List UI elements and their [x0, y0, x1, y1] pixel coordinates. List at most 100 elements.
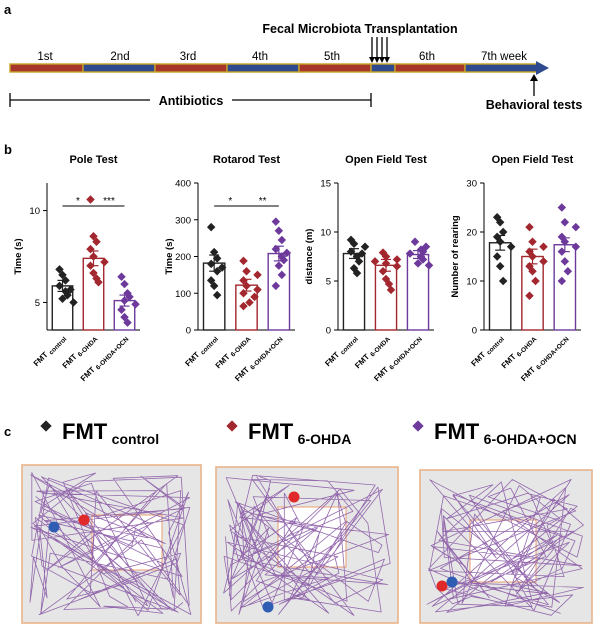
x-tick-label-sub: 6-OHDA [230, 336, 253, 359]
legend-ohda: FMT 6-OHDA [226, 419, 351, 447]
legend-ohda-sub: 6-OHDA [298, 431, 352, 447]
data-point [370, 257, 380, 266]
data-point [253, 270, 262, 280]
end-marker-blue [446, 576, 458, 588]
start-marker-red [78, 514, 90, 526]
chart-title: Open Field Test [345, 154, 427, 166]
week-label-3rd: 3rd [180, 51, 197, 63]
timeline-arrowhead [536, 61, 549, 75]
x-tick-label-sub: control [199, 336, 220, 357]
antibiotics-label-bg [150, 91, 232, 109]
data-point [349, 239, 359, 249]
data-point [86, 244, 95, 254]
fmt-arrows [371, 37, 388, 60]
y-tick-label: 30 [466, 179, 477, 190]
legend-ohda-diamond [226, 420, 238, 432]
legend-ocn-main: FMT [434, 419, 480, 444]
legend-control-diamond [40, 420, 52, 432]
significance-label: * [76, 196, 80, 207]
y-axis-label: distance (m) [304, 229, 315, 285]
data-point [346, 247, 356, 256]
y-tick-label: 10 [320, 228, 331, 239]
data-point [557, 276, 567, 286]
data-point [239, 301, 248, 311]
data-point [495, 237, 505, 247]
data-point [239, 276, 248, 285]
legend-ocn-text: FMT 6-OHDA+OCN [434, 419, 577, 447]
y-tick-label: 0 [326, 326, 331, 337]
data-point [525, 222, 534, 232]
x-tick-label-sub: 6-OHDA+OCN [388, 336, 424, 372]
x-tick-label: FMT 6-OHDA+OCN [233, 333, 285, 385]
chart-open-field-rearing: Open Field Test 0 10 20 30 Number of rearing F… [450, 154, 581, 385]
data-point [123, 318, 132, 327]
data-point [498, 276, 508, 286]
antibiotics-label: Antibiotics [159, 94, 224, 108]
legend-ohda-main: FMT [248, 419, 294, 444]
data-point [271, 217, 281, 226]
timeline-segment-fmt [370, 63, 396, 73]
y-tick-label: 200 [175, 252, 191, 263]
y-tick-label: 10 [466, 277, 477, 288]
data-point [58, 294, 67, 304]
y-axis-label: Time (s) [164, 238, 175, 274]
data-point [120, 312, 129, 322]
data-point [279, 255, 289, 265]
y-tick-label: 100 [175, 289, 191, 300]
timeline-segment-4 [226, 63, 300, 73]
week-label-4th: 4th [252, 51, 268, 63]
data-point [58, 270, 67, 280]
y-tick-label: 400 [175, 179, 191, 190]
week-label-2nd: 2nd [110, 51, 129, 63]
movement-track [29, 472, 192, 617]
legend-control-sub: control [112, 431, 159, 447]
data-point [405, 249, 415, 258]
data-point [212, 266, 222, 276]
bar [235, 284, 258, 331]
data-point [212, 290, 222, 300]
data-point [61, 276, 70, 285]
data-point [94, 277, 103, 287]
week-label-7th: 7th week [481, 51, 527, 63]
data-point [531, 276, 540, 286]
x-tick-label-sub: 6-OHDA+OCN [95, 336, 131, 372]
y-tick-label: 20 [466, 228, 477, 239]
data-point [495, 262, 505, 271]
data-point [354, 257, 364, 266]
x-tick-label-sub: control [485, 336, 506, 357]
data-point [271, 281, 281, 291]
chart-title: Open Field Test [492, 154, 574, 166]
data-point [242, 281, 251, 291]
legend-control-text: FMT control [62, 419, 159, 447]
y-axis-label: Number of rearing [450, 215, 461, 298]
movement-track [426, 479, 584, 616]
panel-label-b: b [4, 142, 12, 157]
data-point [539, 257, 548, 266]
data-point [528, 237, 537, 247]
data-point [274, 261, 284, 270]
legend-ohda-text: FMT 6-OHDA [248, 419, 351, 447]
x-tick-label-sub: 6-OHDA+OCN [249, 336, 285, 372]
timeline-bar [9, 63, 538, 73]
week-label-1st: 1st [37, 51, 53, 63]
data-point [271, 244, 281, 254]
chart-title: Rotarod Test [213, 154, 280, 166]
timeline-segment-5 [298, 63, 372, 73]
data-point [89, 252, 98, 261]
data-point [392, 255, 402, 264]
data-point [277, 235, 287, 245]
data-point [418, 255, 428, 264]
data-point [250, 292, 259, 302]
x-tick-label: FMT 6-OHDA+OCN [519, 333, 571, 385]
x-tick-label: FMT 6-OHDA+OCN [372, 333, 424, 385]
timeline-segment-2 [82, 63, 156, 73]
data-point [563, 266, 573, 276]
data-point [525, 291, 534, 300]
timeline-week-labels: 1st 2nd 3rd 4th 5th 6th 7th week [37, 51, 527, 63]
data-point [120, 296, 129, 305]
data-point [86, 195, 95, 204]
week-label-6th: 6th [419, 51, 435, 63]
significance-label: *** [103, 196, 115, 207]
